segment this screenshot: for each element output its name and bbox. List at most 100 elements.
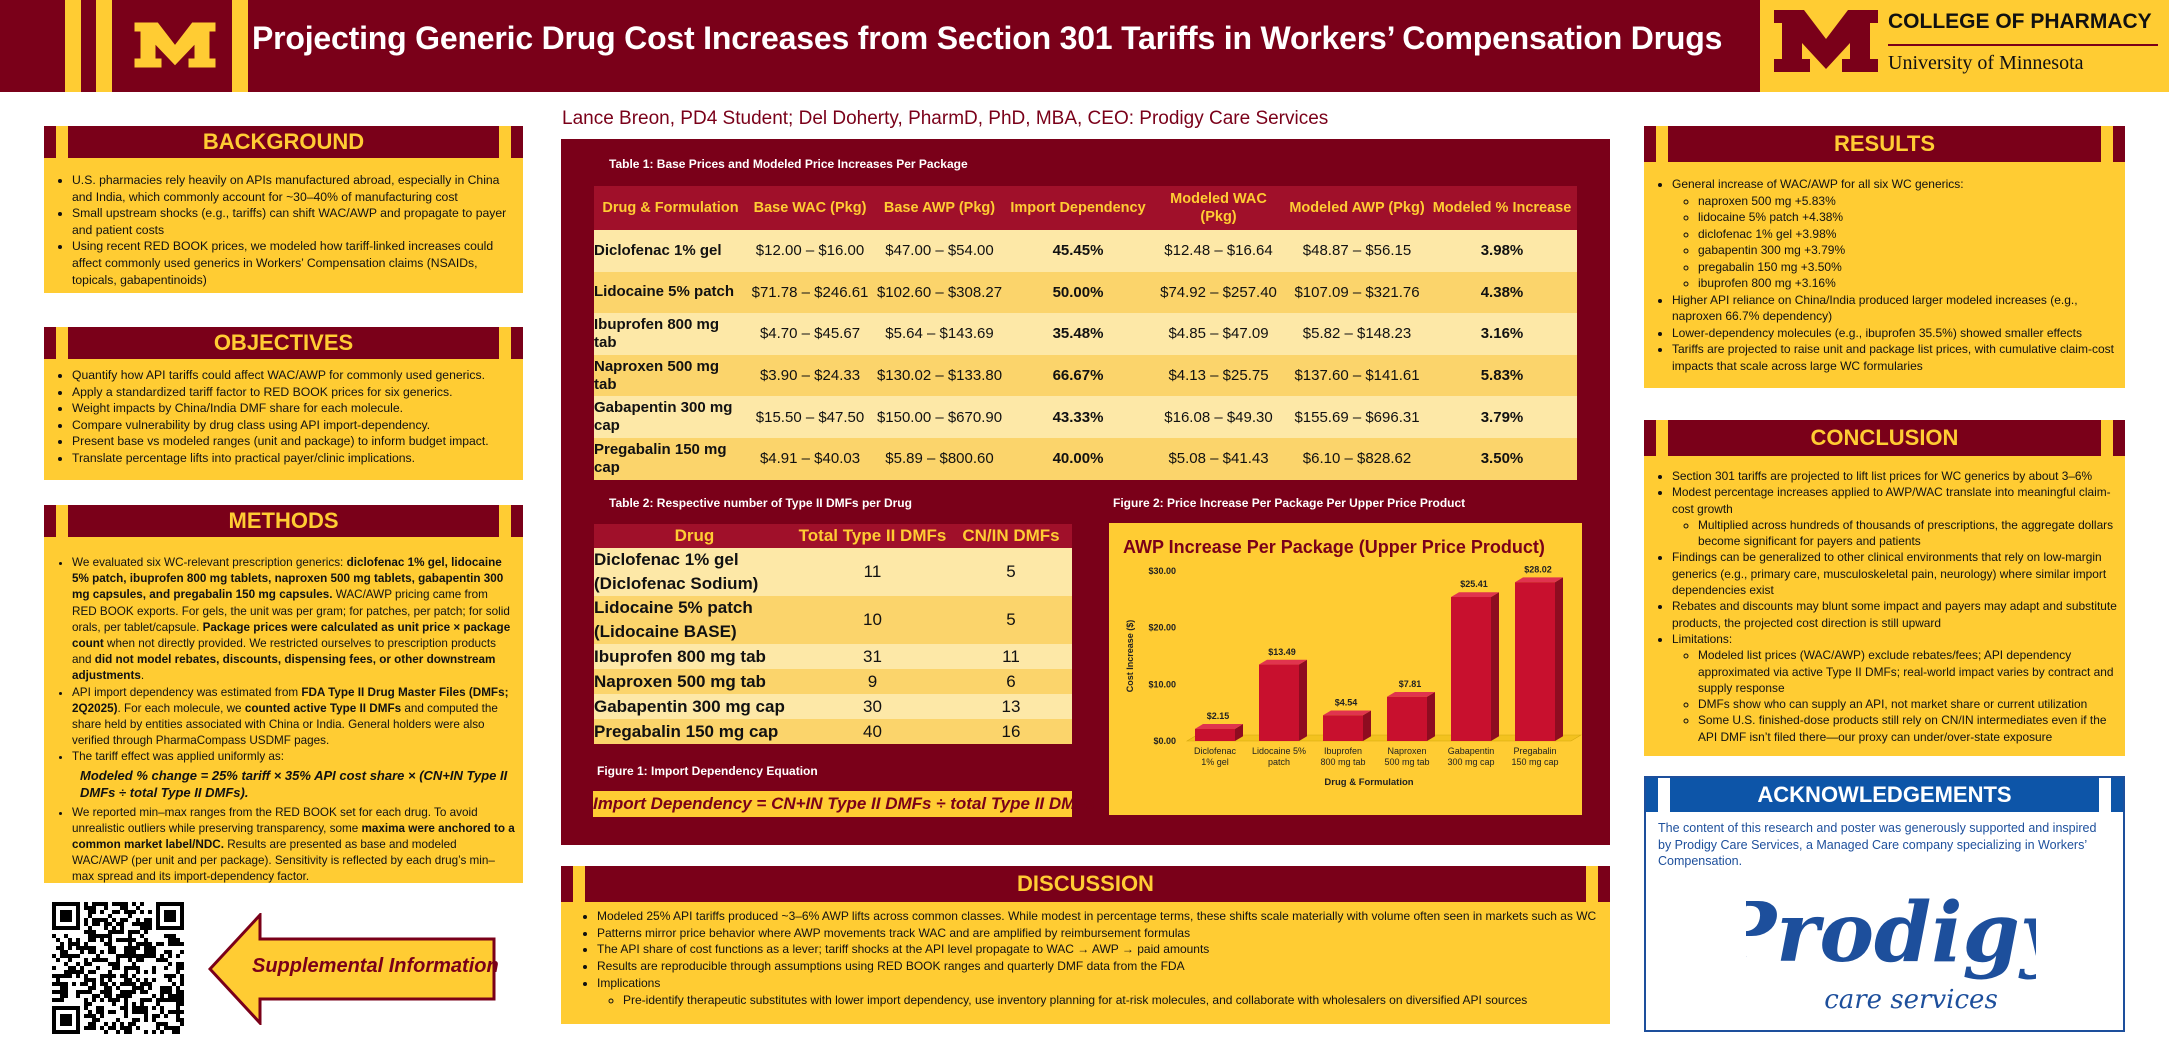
qr-module	[120, 922, 124, 926]
qr-module	[84, 906, 88, 910]
table-cell: 9	[795, 669, 950, 694]
drug-name-cell: Pregabalin 150 mg cap	[594, 437, 747, 480]
qr-module	[124, 918, 128, 922]
divider	[1888, 44, 2158, 46]
qr-module	[88, 1010, 92, 1014]
table-cell: $5.89 – $800.60	[873, 437, 1006, 480]
qr-module	[116, 910, 120, 914]
qr-module	[104, 958, 108, 962]
qr-module	[112, 1022, 116, 1026]
qr-module	[76, 962, 80, 966]
table-cell: $5.08 – $41.43	[1150, 437, 1287, 480]
qr-module	[68, 974, 72, 978]
author-line: Lance Breon, PD4 Student; Del Doherty, P…	[562, 108, 1329, 129]
qr-module	[88, 910, 92, 914]
qr-module	[96, 918, 100, 922]
qr-module	[132, 946, 136, 950]
qr-module	[144, 1010, 148, 1014]
supplemental-link[interactable]: Supplemental Information	[252, 955, 499, 977]
qr-module	[76, 970, 80, 974]
qr-module	[132, 1018, 136, 1022]
qr-module	[152, 946, 156, 950]
qr-module	[96, 934, 100, 938]
qr-module	[92, 1014, 96, 1018]
qr-code[interactable]	[52, 902, 184, 1034]
qr-module	[100, 1026, 104, 1030]
qr-module	[132, 982, 136, 986]
data-label: $28.02	[1524, 564, 1552, 574]
qr-module	[180, 982, 184, 986]
qr-module	[108, 942, 112, 946]
qr-module	[124, 906, 128, 910]
qr-module	[160, 994, 164, 998]
qr-module	[160, 958, 164, 962]
qr-module	[136, 970, 140, 974]
qr-module	[96, 902, 100, 906]
qr-module	[116, 1030, 120, 1034]
x-tick-label: patch	[1268, 757, 1290, 767]
section-body: Modeled 25% API tariffs produced ~3–6% A…	[577, 908, 1602, 1008]
umn-m-logo	[133, 21, 217, 69]
qr-module	[72, 982, 76, 986]
x-tick-label: Ibuprofen	[1324, 746, 1362, 756]
qr-module	[104, 990, 108, 994]
section-body: Quantify how API tariffs could affect WA…	[52, 367, 515, 467]
qr-module	[100, 902, 104, 906]
section-title: DISCUSSION	[561, 866, 1610, 902]
qr-module	[92, 938, 96, 942]
qr-module	[60, 998, 64, 1002]
qr-module	[124, 982, 128, 986]
qr-module	[92, 910, 96, 914]
qr-module	[84, 1002, 88, 1006]
header-stripe	[232, 0, 248, 92]
bar-side	[1491, 592, 1499, 741]
qr-module	[176, 954, 180, 958]
bar-side	[1555, 577, 1563, 741]
table-cell: 50.00%	[1006, 271, 1150, 314]
qr-module	[140, 942, 144, 946]
qr-module	[76, 994, 80, 998]
qr-module	[164, 998, 168, 1002]
table-cell: 3.79%	[1427, 396, 1577, 438]
university-name: University of Minnesota	[1888, 52, 2084, 74]
qr-module	[100, 974, 104, 978]
supplemental-arrow[interactable]	[208, 913, 498, 1025]
qr-module	[144, 998, 148, 1002]
table-cell: $102.60 – $308.27	[873, 271, 1006, 314]
methods-formula: Modeled % change = 25% tariff × 35% API …	[80, 767, 508, 800]
x-tick-label: Diclofenac	[1194, 746, 1237, 756]
bar	[1515, 582, 1555, 741]
qr-module	[176, 938, 180, 942]
qr-module	[180, 994, 184, 998]
qr-module	[140, 986, 144, 990]
qr-module	[176, 990, 180, 994]
table-cell: $6.10 – $828.62	[1287, 437, 1427, 480]
qr-module	[76, 938, 80, 942]
qr-module	[96, 966, 100, 970]
qr-module	[84, 982, 88, 986]
qr-module	[100, 910, 104, 914]
qr-module	[124, 1030, 128, 1034]
qr-module	[84, 998, 88, 1002]
qr-module	[92, 1022, 96, 1026]
qr-module	[180, 942, 184, 946]
qr-module	[136, 946, 140, 950]
qr-module	[152, 1006, 156, 1010]
qr-module	[120, 918, 124, 922]
qr-module	[168, 954, 172, 958]
table-cell: $130.02 – $133.80	[873, 354, 1006, 397]
qr-module	[88, 970, 92, 974]
qr-module	[72, 954, 76, 958]
qr-module	[92, 1026, 96, 1030]
qr-module	[156, 958, 160, 962]
qr-module	[180, 1018, 184, 1022]
header-banner: Projecting Generic Drug Cost Increases f…	[0, 0, 2169, 92]
awp-chart: AWP Increase Per Package (Upper Price Pr…	[1109, 523, 1582, 815]
qr-module	[92, 918, 96, 922]
drug-name-cell: Pregabalin 150 mg cap	[594, 719, 795, 744]
section-body: We evaluated six WC-relevant prescriptio…	[52, 555, 515, 886]
qr-module	[92, 934, 96, 938]
qr-module	[124, 1006, 128, 1010]
bar-side	[1299, 659, 1307, 741]
table-cell: $5.82 – $148.23	[1287, 313, 1427, 355]
